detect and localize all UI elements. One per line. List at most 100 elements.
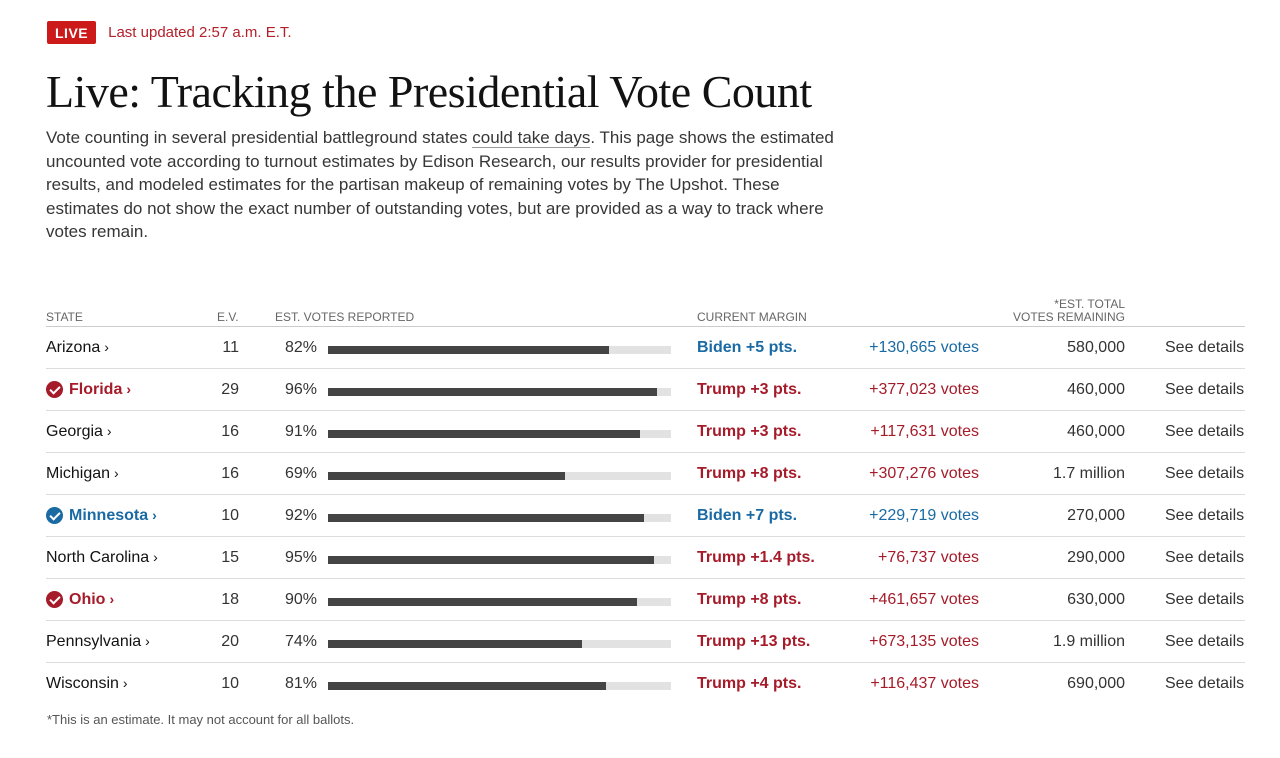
col-ev: E.V. xyxy=(217,310,239,324)
page-title: Live: Tracking the Presidential Vote Cou… xyxy=(46,66,812,117)
see-details-link[interactable]: See details xyxy=(1165,339,1245,356)
electoral-votes: 18 xyxy=(221,591,239,608)
electoral-votes: 20 xyxy=(221,633,239,650)
col-state: STATE xyxy=(46,310,83,324)
votes-remaining: 290,000 xyxy=(1067,549,1125,566)
reported-bar-fill xyxy=(328,556,654,564)
margin-votes: +130,665 votes xyxy=(869,339,979,356)
votes-remaining: 1.9 million xyxy=(1052,633,1125,650)
reported-percent: 82% xyxy=(284,339,317,356)
votes-remaining: 690,000 xyxy=(1067,675,1125,692)
see-details-link[interactable]: See details xyxy=(1165,381,1245,398)
current-margin: Biden +7 pts. xyxy=(697,507,798,524)
reported-bar-fill xyxy=(328,514,644,522)
table-row: Ohio › 18 90% Trump +8 pts. +461,657 votes 630… xyxy=(46,579,1245,621)
state-link[interactable]: Arizona › xyxy=(46,327,109,368)
electoral-votes: 10 xyxy=(221,507,239,524)
reported-percent: 96% xyxy=(284,381,317,398)
electoral-votes: 16 xyxy=(221,465,239,482)
see-details-link[interactable]: See details xyxy=(1165,423,1245,440)
table-row: Florida › 29 96% Trump +3 pts. +377,023 votes… xyxy=(46,369,1245,411)
chevron-right-icon: › xyxy=(109,591,115,607)
reported-percent: 91% xyxy=(284,423,317,440)
table-row: Arizona › 11 82% Biden +5 pts. +130,665 votes… xyxy=(46,327,1245,369)
see-details-link[interactable]: See details xyxy=(1165,675,1245,692)
see-details-link[interactable]: See details xyxy=(1165,549,1245,566)
reported-bar-fill xyxy=(328,388,658,396)
votes-remaining: 1.7 million xyxy=(1052,465,1125,482)
state-name: North Carolina xyxy=(46,549,150,566)
reported-bar-fill xyxy=(328,598,637,606)
reported-percent: 69% xyxy=(284,465,317,482)
see-details-link[interactable]: See details xyxy=(1165,465,1245,482)
table-row: Georgia › 16 91% Trump +3 pts. +117,631 votes… xyxy=(46,411,1245,453)
current-margin: Trump +1.4 pts. xyxy=(697,549,815,566)
reported-bar xyxy=(328,556,671,564)
reported-bar xyxy=(328,514,671,522)
electoral-votes: 15 xyxy=(221,549,239,566)
reported-bar xyxy=(328,598,671,606)
state-link[interactable]: Florida › xyxy=(46,369,131,410)
table-body: Arizona › 11 82% Biden +5 pts. +130,665 votes… xyxy=(46,327,1245,704)
votes-remaining: 580,000 xyxy=(1067,339,1125,356)
col-margin: CURRENT MARGIN xyxy=(697,310,807,324)
chevron-right-icon: › xyxy=(153,549,158,565)
state-name: Michigan xyxy=(46,465,111,482)
votes-remaining: 270,000 xyxy=(1067,507,1125,524)
reported-bar xyxy=(328,430,671,438)
margin-votes: +377,023 votes xyxy=(869,381,979,398)
votes-remaining: 460,000 xyxy=(1067,423,1125,440)
margin-votes: +461,657 votes xyxy=(869,591,979,608)
chevron-right-icon: › xyxy=(104,339,109,355)
could-take-days-link[interactable]: could take days xyxy=(472,128,591,148)
reported-bar-fill xyxy=(328,472,565,480)
state-link[interactable]: Georgia › xyxy=(46,411,112,452)
col-reported: EST. VOTES REPORTED xyxy=(275,310,415,324)
live-badge: LIVE xyxy=(47,21,97,44)
state-link[interactable]: Michigan › xyxy=(46,453,119,494)
see-details-link[interactable]: See details xyxy=(1165,507,1245,524)
reported-bar xyxy=(328,346,671,354)
reported-percent: 81% xyxy=(284,675,317,692)
electoral-votes: 16 xyxy=(221,423,239,440)
reported-bar xyxy=(328,388,671,396)
chevron-right-icon: › xyxy=(152,507,157,523)
reported-bar-fill xyxy=(328,430,641,438)
table-row: Wisconsin › 10 81% Trump +4 pts. +116,437 vot… xyxy=(46,663,1245,704)
electoral-votes: 29 xyxy=(221,381,239,398)
state-link[interactable]: North Carolina › xyxy=(46,537,158,578)
reported-bar-fill xyxy=(328,682,606,690)
state-name: Arizona xyxy=(46,339,101,356)
see-details-link[interactable]: See details xyxy=(1165,633,1245,650)
reported-percent: 74% xyxy=(284,633,317,650)
chevron-right-icon: › xyxy=(114,465,119,481)
col-remaining-line1: *EST. TOTAL xyxy=(1054,297,1125,311)
state-name: Georgia xyxy=(46,423,103,440)
chevron-right-icon: › xyxy=(126,381,132,397)
state-link[interactable]: Wisconsin › xyxy=(46,663,128,704)
vote-count-table: STATE E.V. EST. VOTES REPORTED CURRENT M… xyxy=(46,296,1245,704)
reported-percent: 90% xyxy=(284,591,317,608)
state-name: Pennsylvania xyxy=(46,633,142,650)
state-link[interactable]: Pennsylvania › xyxy=(46,621,150,662)
table-row: Minnesota › 10 92% Biden +7 pts. +229,719 vot… xyxy=(46,495,1245,537)
electoral-votes: 11 xyxy=(222,339,239,356)
winner-check-icon xyxy=(46,507,63,524)
reported-bar xyxy=(328,640,671,648)
table-row: Michigan › 16 69% Trump +8 pts. +307,276 vote… xyxy=(46,453,1245,495)
state-name: Florida xyxy=(69,381,123,398)
current-margin: Trump +8 pts. xyxy=(697,465,802,482)
intro-text-1: Vote counting in several presidential ba… xyxy=(46,128,473,147)
margin-votes: +229,719 votes xyxy=(869,507,979,524)
winner-check-icon xyxy=(46,381,63,398)
reported-percent: 95% xyxy=(284,549,317,566)
current-margin: Trump +8 pts. xyxy=(697,591,802,608)
see-details-link[interactable]: See details xyxy=(1165,591,1245,608)
state-link[interactable]: Minnesota › xyxy=(46,495,157,536)
reported-bar-fill xyxy=(328,640,582,648)
margin-votes: +76,737 votes xyxy=(878,549,979,566)
state-name: Wisconsin xyxy=(46,675,119,692)
state-link[interactable]: Ohio › xyxy=(46,579,114,620)
reported-bar xyxy=(328,682,671,690)
table-header: STATE E.V. EST. VOTES REPORTED CURRENT M… xyxy=(46,296,1245,327)
